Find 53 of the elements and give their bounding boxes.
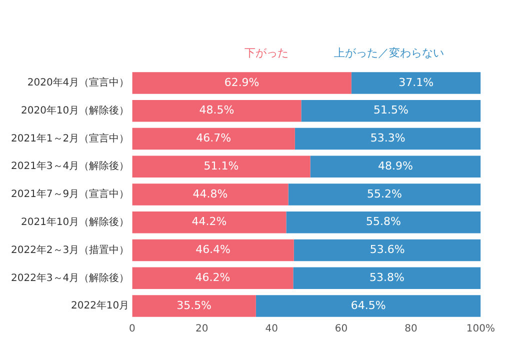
x-tick-label: 40 — [265, 324, 278, 335]
data-label: 46.2% — [195, 271, 230, 284]
y-tick-label: 2021年10月（解除後） — [20, 216, 130, 228]
bar — [132, 267, 294, 290]
bar — [132, 156, 310, 178]
series-label: 上がった／変わらない — [334, 46, 444, 60]
data-label: 35.5% — [176, 298, 212, 312]
bar — [301, 100, 481, 122]
data-label: 62.9% — [224, 76, 260, 89]
data-label: 51.1% — [204, 159, 239, 172]
bar — [132, 212, 286, 234]
y-tick-label: 2021年3～4月（解除後） — [10, 160, 130, 172]
bar — [294, 128, 481, 150]
bar — [132, 128, 295, 150]
data-label: 44.2% — [192, 215, 227, 228]
data-label: 51.5% — [373, 104, 408, 117]
data-label: 53.8% — [369, 271, 404, 284]
bar — [288, 184, 481, 206]
bar — [293, 267, 481, 290]
data-label: 48.5% — [199, 104, 234, 117]
bar — [132, 72, 352, 94]
y-tick-label: 2021年7～9月（宣言中） — [10, 188, 130, 200]
series-label: 下がった — [244, 46, 288, 60]
bar — [132, 100, 302, 122]
y-tick-label: 2020年4月（宣言中） — [27, 76, 130, 89]
data-label: 46.7% — [196, 132, 232, 145]
y-tick-label: 2020年10月（解除後） — [20, 104, 130, 116]
y-tick-label: 2022年3～4月（解除後） — [10, 272, 130, 284]
bar — [256, 295, 481, 317]
bar — [132, 239, 294, 262]
x-tick-label: 100% — [466, 324, 495, 335]
bar — [132, 295, 256, 317]
data-label: 53.3% — [370, 132, 406, 145]
bar — [310, 156, 481, 178]
x-tick-label: 80 — [404, 324, 418, 335]
data-label: 53.6% — [370, 243, 405, 256]
bar — [351, 72, 481, 94]
y-tick-label: 2021年1～2月（宣言中） — [10, 132, 130, 144]
data-label: 48.9% — [378, 159, 413, 172]
data-label: 44.8% — [192, 187, 228, 200]
data-label: 37.1% — [398, 76, 434, 89]
data-label: 55.2% — [367, 187, 402, 200]
data-label: 64.5% — [350, 298, 386, 312]
data-label: 46.4% — [196, 243, 231, 256]
x-tick-label: 0 — [128, 324, 136, 335]
bar — [132, 184, 288, 206]
bar — [294, 239, 481, 262]
x-tick-label: 20 — [196, 324, 208, 335]
y-tick-label: 2022年2～3月（措置中） — [10, 244, 130, 256]
y-tick-label: 2022年10月 — [70, 300, 130, 312]
x-tick-label: 60 — [334, 324, 348, 335]
bar — [286, 212, 481, 234]
data-label: 55.8% — [366, 215, 401, 228]
